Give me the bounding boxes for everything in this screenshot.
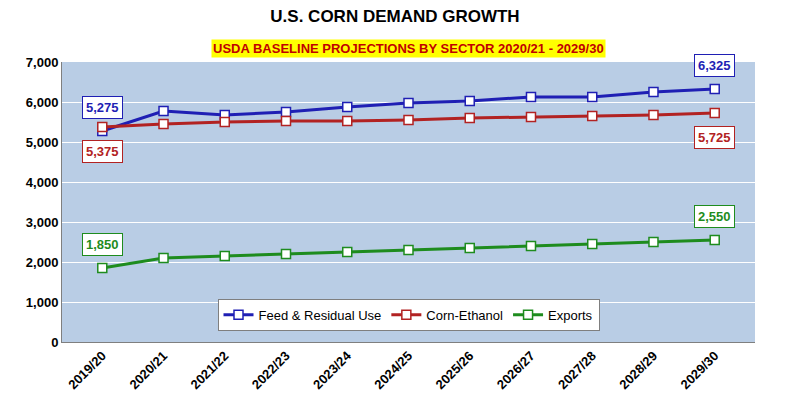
svg-text:USDA BASELINE PROJECTIONS BY S: USDA BASELINE PROJECTIONS BY SECTOR 2020… [213, 41, 604, 56]
svg-text:2024/25: 2024/25 [371, 348, 415, 392]
svg-text:3,000: 3,000 [26, 215, 59, 230]
svg-text:5,275: 5,275 [86, 100, 119, 115]
svg-text:2029/30: 2029/30 [678, 348, 722, 392]
svg-text:7,000: 7,000 [26, 55, 59, 70]
svg-text:2021/22: 2021/22 [188, 348, 232, 392]
svg-text:U.S. CORN DEMAND GROWTH: U.S. CORN DEMAND GROWTH [270, 7, 519, 26]
svg-text:2026/27: 2026/27 [494, 348, 538, 392]
svg-text:0: 0 [51, 335, 58, 350]
svg-text:6,000: 6,000 [26, 95, 59, 110]
svg-text:5,725: 5,725 [698, 130, 731, 145]
svg-text:5,000: 5,000 [26, 135, 59, 150]
svg-text:4,000: 4,000 [26, 175, 59, 190]
svg-text:2028/29: 2028/29 [616, 348, 660, 392]
svg-text:2,000: 2,000 [26, 255, 59, 270]
svg-text:Exports: Exports [548, 308, 593, 323]
svg-text:Corn-Ethanol: Corn-Ethanol [426, 308, 503, 323]
svg-text:Feed & Residual Use: Feed & Residual Use [259, 308, 382, 323]
svg-text:2025/26: 2025/26 [433, 348, 477, 392]
svg-text:2023/24: 2023/24 [310, 348, 354, 392]
svg-text:1,850: 1,850 [86, 237, 119, 252]
svg-text:1,000: 1,000 [26, 295, 59, 310]
svg-text:2,550: 2,550 [698, 209, 731, 224]
svg-text:5,375: 5,375 [86, 144, 119, 159]
svg-text:2020/21: 2020/21 [126, 348, 170, 392]
svg-text:2022/23: 2022/23 [249, 348, 293, 392]
svg-text:2019/20: 2019/20 [65, 348, 109, 392]
svg-text:6,325: 6,325 [698, 58, 731, 73]
svg-text:2027/28: 2027/28 [555, 348, 599, 392]
